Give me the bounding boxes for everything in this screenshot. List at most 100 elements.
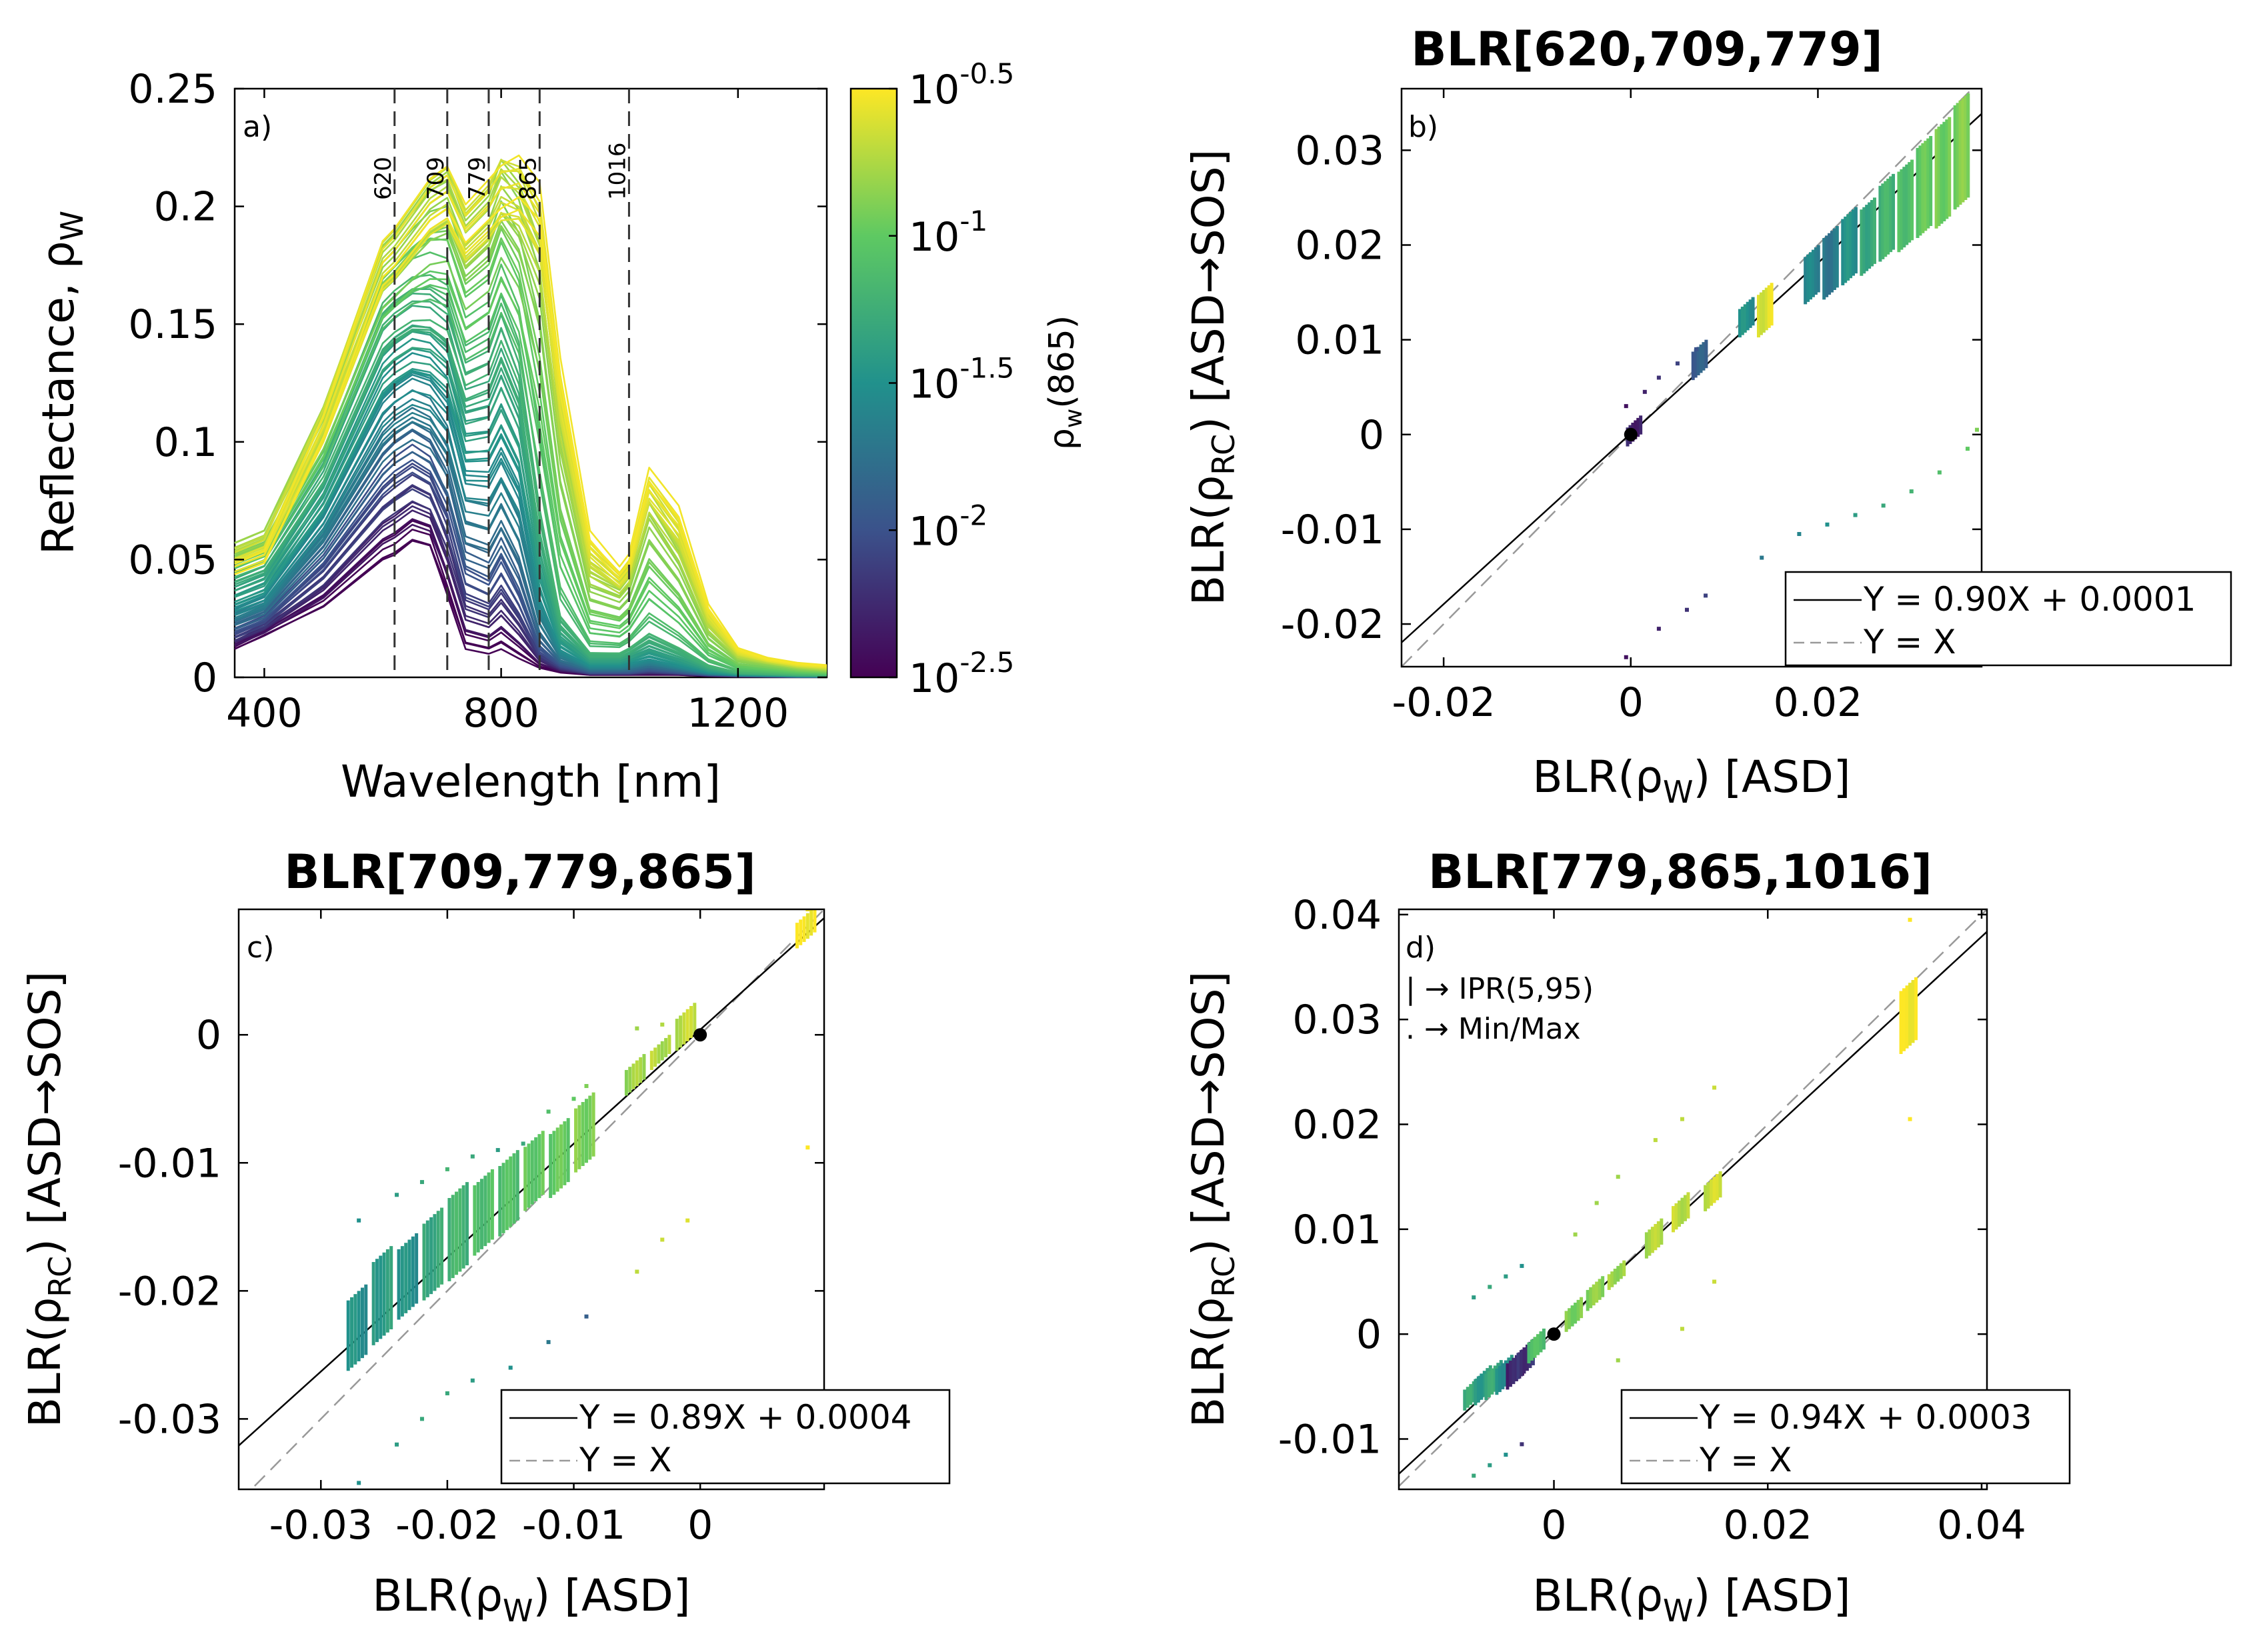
panel-d-origin-marker [1547,1327,1561,1341]
panel-d-ytick-label: 0.04 [1292,892,1382,939]
panel-d-minmax-point [1504,1453,1508,1457]
colorbar-tick-label: 10-2.5 [909,646,1014,702]
colorbar: 10-2.5 10-2 10-1.5 10-1 10-0.5 ρw(865) [849,57,1087,702]
panel-c-minmax-point [805,909,810,911]
panel-d-minmax-point [1616,1175,1620,1179]
panel-d-legend-identity: Y = X [1699,1441,1792,1479]
panel-a-reference-wavelengths: 620 709 779 865 1016 [370,89,631,677]
panel-b-xtick-label: 0.02 [1774,679,1863,726]
panel-c-minmax-point [445,1167,449,1171]
panel-d-minmax-point [1712,1085,1717,1090]
reference-wavelength-label: 865 [515,157,541,200]
panel-d-ytick-label: 0.02 [1292,1102,1382,1149]
panel-c-minmax-point [357,1481,361,1485]
spectrum-line [234,319,827,677]
panel-d-minmax-point [1680,1327,1684,1331]
panel-a-ytick-label: 0 [192,655,217,701]
panel-b-axes-box [1400,87,1983,668]
spectrum-line [234,176,827,670]
panel-b-minmax-point [1853,513,1858,517]
panel-a-y-axis-label: Reflectance, ρW [33,211,90,555]
panel-c-title: BLR[709,779,865] [284,845,755,899]
panel-a-ytick-label: 0.25 [128,66,217,113]
colorbar-tick-label: 10-2 [909,499,987,555]
panel-c-xtick-label: -0.02 [395,1502,499,1549]
panel-b-minmax-point [1656,627,1661,631]
spectrum-line [234,211,827,671]
panel-d-ticks: 0 0.02 0.04 -0.01 0 0.01 0.02 0.03 0.04 [1278,892,2026,1549]
panel-c-minmax-point [495,1148,500,1153]
panel-b-legend-fit: Y = 0.90X + 0.0001 [1863,580,2196,619]
panel-a-x-axis-label: Wavelength [nm] [341,756,721,807]
panel-b-ticks: -0.02 0 0.02 -0.02 -0.01 0 0.01 0.02 0.03 [1281,89,1982,726]
panel-c-scatter: BLR[709,779,865] -0.03 -0.02 -0.01 0-0.03-0… [19,845,951,1629]
panel-d-legend-fit: Y = 0.94X + 0.0003 [1699,1398,2032,1437]
panel-c-xtick-label: -0.03 [269,1502,373,1549]
panel-d-minmax-point [1472,1473,1476,1478]
colorbar-tick-label: 10-1.5 [909,352,1014,408]
panel-c-ytick-label: -0.02 [118,1268,221,1315]
panel-c-minmax-point [445,1391,449,1395]
spectrum-line [234,217,827,669]
panel-d-annotation-minmax: . → Min/Max [1406,1012,1581,1046]
panel-b-minmax-point [1624,404,1628,409]
panel-a-label: a) [243,110,272,144]
panel-c-ticks: -0.03 -0.02 -0.01 0 -0.03 -0.02 -0.01 0 [118,909,824,1549]
panel-c-legend: Y = 0.89X + 0.0004 Y = X [500,1389,951,1485]
panel-a-xtick-label: 1200 [687,690,789,737]
reference-wavelength-label: 709 [423,157,449,200]
spectrum-line [234,347,827,677]
panel-c-minmax-point [395,1193,399,1197]
panel-c-minmax-point [470,1154,475,1159]
panel-d-minmax-point [1908,1117,1912,1121]
panel-b-ytick-label: -0.01 [1281,507,1384,553]
spectrum-line [234,298,827,676]
panel-d-minmax-point [1616,1358,1620,1363]
panel-c-minmax-point [357,1218,361,1223]
panel-d-xtick-label: 0.04 [1937,1502,2026,1549]
panel-c-minmax-point [635,1269,639,1274]
panel-c-ytick-label: -0.01 [118,1140,221,1187]
panel-c-plot-area [239,909,824,1489]
panel-d-minmax-point [1520,1442,1524,1447]
panel-d-minmax-point [1680,1117,1684,1121]
panel-a-ytick-label: 0.2 [154,184,217,231]
panel-c-minmax-point [521,1141,525,1146]
panel-b-minmax-point [1624,655,1628,659]
panel-d-axes-box [1398,908,1988,1491]
panel-a-ytick-label: 0.1 [154,419,217,466]
panel-c-minmax-point [660,1237,665,1242]
spectrum-line [234,270,827,675]
panel-b-x-axis-label: BLR(ρW) [ASD] [1532,751,1850,810]
panel-b-ytick-label: 0.02 [1295,223,1384,269]
panel-d-minmax-point [1488,1285,1492,1289]
spectrum-line [234,154,827,666]
panel-b-minmax-point [1965,447,1970,451]
panel-b-legend-identity: Y = X [1863,623,1956,661]
panel-b-plot-area [1402,89,1982,667]
reference-wavelength-label: 1016 [604,142,631,200]
panel-d-annotation-ipr: | → IPR(5,95) [1406,972,1594,1006]
panel-d-legend: Y = 0.94X + 0.0003 Y = X [1620,1389,2071,1485]
panel-b-legend: Y = 0.90X + 0.0001 Y = X [1784,571,2232,667]
panel-b-title: BLR[620,709,779] [1411,22,1882,77]
panel-b-y-axis-label: BLR(ρRC) [ASD→SOS] [1183,149,1242,606]
panel-a-ytick-label: 0.05 [128,537,217,583]
panel-c-x-axis-label: BLR(ρW) [ASD] [372,1570,690,1629]
panel-b-minmax-point [1974,427,1979,432]
colorbar-tick-label: 10-0.5 [909,57,1014,113]
colorbar-label: ρw(865) [1042,315,1087,450]
panel-d-minmax-point [1520,1263,1524,1268]
panel-d-ytick-label: 0 [1356,1311,1382,1358]
panel-c-minmax-point [805,1145,810,1150]
panel-d-minmax-point [1472,1295,1476,1300]
spectrum-line [234,278,827,675]
panel-b-xtick-label: 0 [1618,679,1644,726]
panel-b-minmax-point [1642,389,1647,394]
panel-d-ytick-label: 0.01 [1292,1207,1382,1253]
spectrum-line [234,257,827,673]
panel-c-minmax-point [584,1084,589,1089]
panel-d-minmax-point [1488,1463,1492,1467]
panel-c-xtick-label: -0.01 [522,1502,625,1549]
panel-c-identity-line [250,909,824,1489]
